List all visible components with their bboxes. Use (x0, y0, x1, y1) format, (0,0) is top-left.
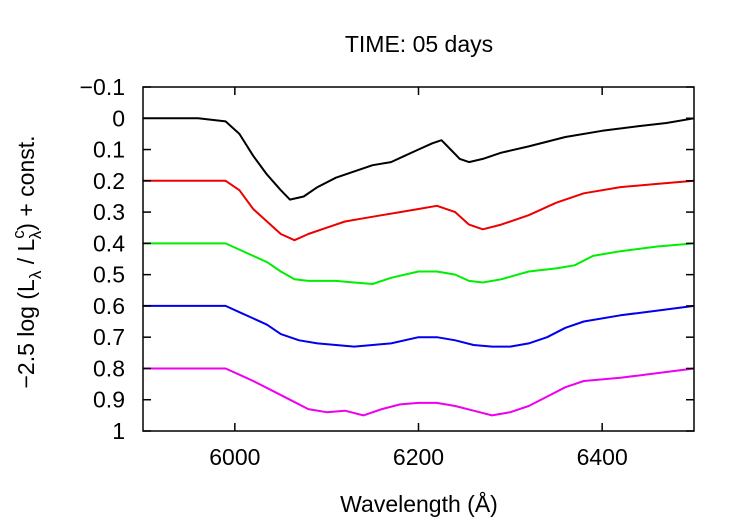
series-line-3 (143, 242, 695, 285)
series-line-5 (143, 367, 695, 417)
y-tick-label: 0.3 (93, 199, 125, 225)
y-axis-label-part3: ) + const. (13, 135, 39, 230)
y-axis-label-sub2: λ (26, 230, 45, 239)
y-tick-label: 0.7 (93, 324, 125, 350)
y-tick-label: 0 (112, 105, 125, 131)
chart-title: TIME: 05 days (345, 31, 493, 57)
x-tick-label: 6000 (209, 444, 260, 470)
y-axis-label-part2: / L (13, 239, 39, 271)
y-tick-label: 0.2 (93, 168, 125, 194)
y-axis: −0.1 0 0.1 0.2 0.3 0.4 0.5 0.6 0.7 0.8 0.9 1 (80, 74, 694, 444)
x-tick-label: 6400 (577, 444, 628, 470)
x-axis-label: Wavelength (Å) (340, 490, 498, 517)
y-tick-label: 0.5 (93, 262, 125, 288)
y-axis-label-part1: −2.5 log (L (13, 279, 39, 389)
series-line-4 (143, 304, 695, 348)
y-axis-label-sub1: λ (26, 270, 45, 279)
y-tick-label: 0.6 (93, 293, 125, 319)
y-axis-label-sup: c (9, 230, 28, 239)
plot-frame (142, 86, 695, 432)
plot-area (143, 117, 695, 417)
y-axis-label: −2.5 log (Lλ / Lcλ) + const. (9, 135, 45, 388)
x-tick-label: 6200 (393, 444, 444, 470)
series-line-1 (143, 117, 695, 201)
x-axis: 6000 6200 6400 (209, 87, 628, 470)
series-line-2 (143, 179, 695, 242)
y-tick-label: 0.8 (93, 355, 125, 381)
y-tick-label: 0.9 (93, 387, 125, 413)
y-tick-label: −0.1 (80, 74, 125, 100)
y-tick-label: 0.4 (93, 230, 125, 256)
y-tick-label: 0.1 (93, 137, 125, 163)
y-tick-label: 1 (112, 418, 125, 444)
